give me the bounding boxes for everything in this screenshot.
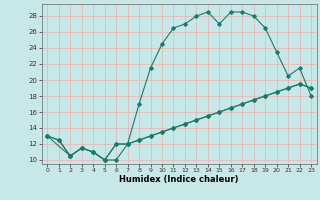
X-axis label: Humidex (Indice chaleur): Humidex (Indice chaleur): [119, 175, 239, 184]
